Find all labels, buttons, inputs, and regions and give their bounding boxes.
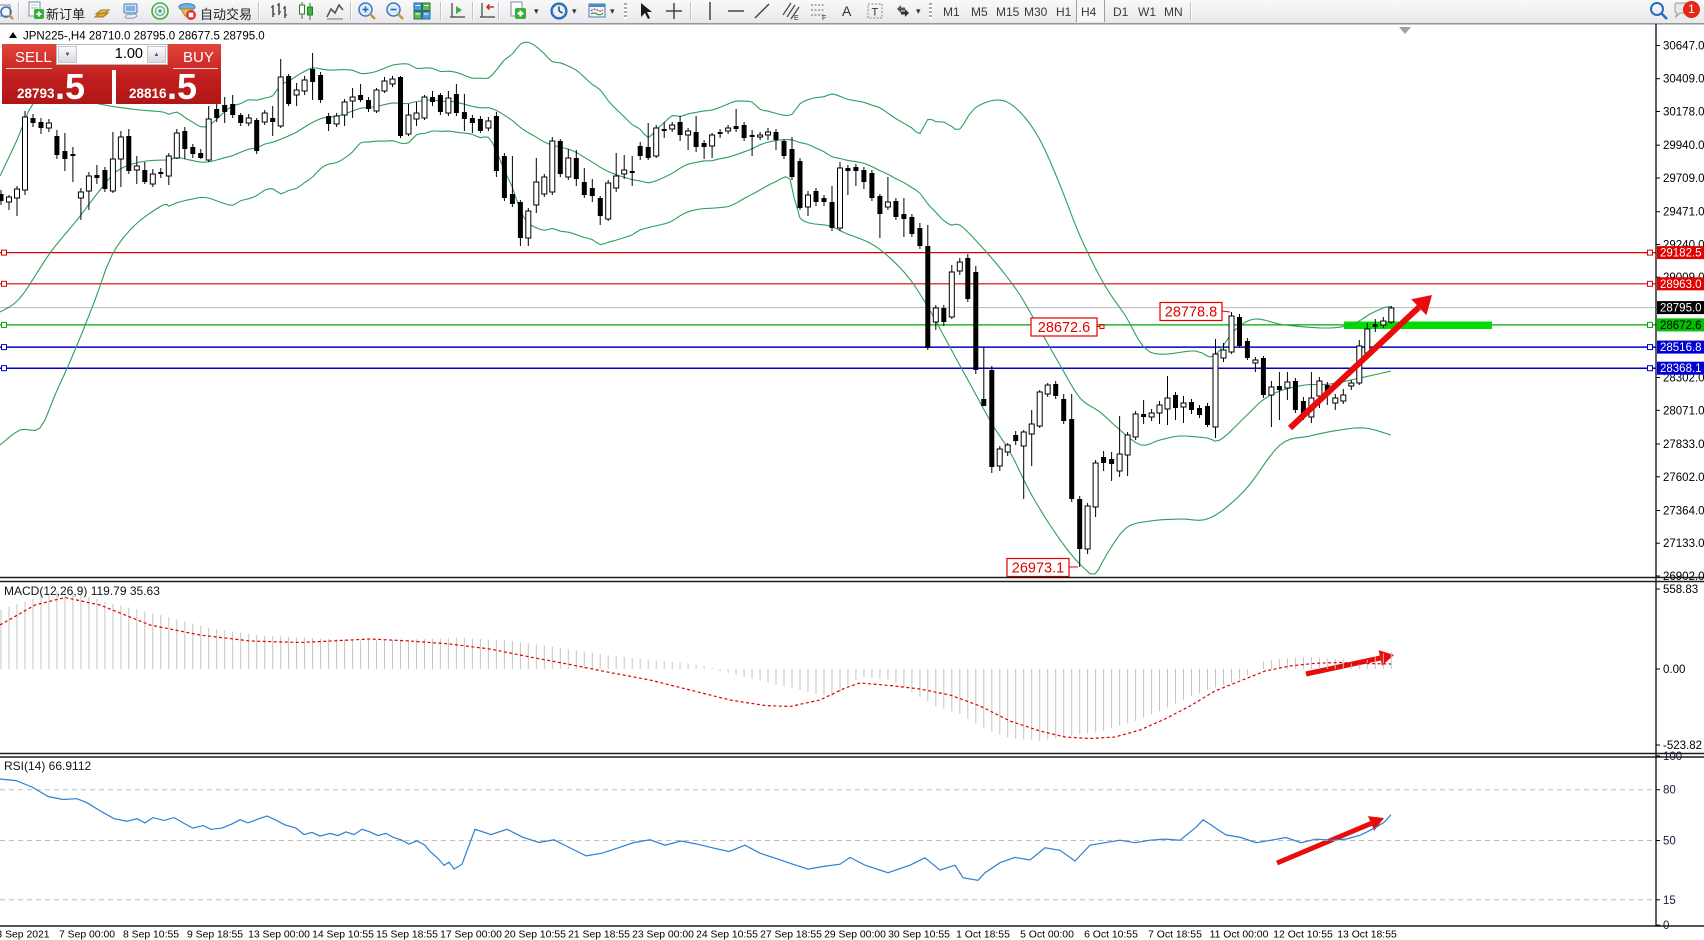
svg-text:27364.0: 27364.0 <box>1663 506 1704 518</box>
svg-text:29182.5: 29182.5 <box>1660 248 1702 260</box>
svg-text:T: T <box>872 7 879 19</box>
svg-text:14 Sep 10:55: 14 Sep 10:55 <box>312 930 374 940</box>
svg-text:80: 80 <box>1663 785 1676 797</box>
svg-text:50: 50 <box>1663 836 1676 848</box>
svg-text:28778.8: 28778.8 <box>1165 305 1217 321</box>
svg-text:F: F <box>822 15 826 21</box>
svg-text:21 Sep 18:55: 21 Sep 18:55 <box>568 930 630 940</box>
svg-text:-523.82: -523.82 <box>1663 740 1702 752</box>
svg-text:17 Sep 00:00: 17 Sep 00:00 <box>440 930 502 940</box>
svg-text:24 Sep 10:55: 24 Sep 10:55 <box>696 930 758 940</box>
svg-text:29709.0: 29709.0 <box>1663 173 1704 185</box>
svg-text:9 Sep 18:55: 9 Sep 18:55 <box>187 930 243 940</box>
svg-text:7 Sep 00:00: 7 Sep 00:00 <box>59 930 115 940</box>
svg-text:23 Sep 00:00: 23 Sep 00:00 <box>632 930 694 940</box>
svg-text:30647.0: 30647.0 <box>1663 41 1704 53</box>
svg-text:558.83: 558.83 <box>1663 584 1698 596</box>
svg-text:5 Oct 00:00: 5 Oct 00:00 <box>1020 930 1074 940</box>
svg-text:11 Oct 00:00: 11 Oct 00:00 <box>1210 930 1269 940</box>
svg-text:27 Sep 18:55: 27 Sep 18:55 <box>760 930 822 940</box>
svg-text:28795.0: 28795.0 <box>1660 303 1702 315</box>
svg-text:28302.0: 28302.0 <box>1663 373 1704 385</box>
svg-text:0: 0 <box>1663 920 1669 932</box>
svg-text:26902.0: 26902.0 <box>1663 571 1704 583</box>
svg-text:RSI(14) 66.9112: RSI(14) 66.9112 <box>4 759 91 773</box>
svg-text:28672.6: 28672.6 <box>1660 320 1702 332</box>
svg-text:15: 15 <box>1663 895 1676 907</box>
svg-text:27602.0: 27602.0 <box>1663 472 1704 484</box>
svg-text:29 Sep 00:00: 29 Sep 00:00 <box>824 930 886 940</box>
svg-text:29471.0: 29471.0 <box>1663 207 1704 219</box>
svg-text:13 Oct 18:55: 13 Oct 18:55 <box>1337 930 1397 940</box>
svg-text:12 Oct 10:55: 12 Oct 10:55 <box>1273 930 1333 940</box>
svg-text:30178.0: 30178.0 <box>1663 107 1704 119</box>
svg-text:3 Sep 2021: 3 Sep 2021 <box>0 930 50 940</box>
svg-text:7 Oct 18:55: 7 Oct 18:55 <box>1148 930 1202 940</box>
svg-text:13 Sep 00:00: 13 Sep 00:00 <box>248 930 310 940</box>
svg-text:28672.6: 28672.6 <box>1038 320 1090 336</box>
svg-text:JPN225-,H4 28710.0 28795.0 28: JPN225-,H4 28710.0 28795.0 28677.5 28795… <box>23 31 265 43</box>
svg-text:100: 100 <box>1663 751 1682 763</box>
svg-text:28071.0: 28071.0 <box>1663 405 1704 417</box>
svg-text:E: E <box>794 15 799 21</box>
svg-text:30 Sep 10:55: 30 Sep 10:55 <box>888 930 950 940</box>
svg-text:27833.0: 27833.0 <box>1663 439 1704 451</box>
svg-text:28963.0: 28963.0 <box>1660 279 1702 291</box>
svg-text:MACD(12,26,9) 119.79 35.63: MACD(12,26,9) 119.79 35.63 <box>4 584 160 598</box>
svg-text:28516.8: 28516.8 <box>1660 342 1702 354</box>
svg-text:8 Sep 10:55: 8 Sep 10:55 <box>123 930 179 940</box>
svg-text:28368.1: 28368.1 <box>1660 363 1702 375</box>
svg-text:20 Sep 10:55: 20 Sep 10:55 <box>504 930 566 940</box>
svg-text:0.00: 0.00 <box>1663 664 1685 676</box>
svg-text:26973.1: 26973.1 <box>1012 561 1064 577</box>
svg-text:29940.0: 29940.0 <box>1663 140 1704 152</box>
svg-text:1 Oct 18:55: 1 Oct 18:55 <box>956 930 1010 940</box>
svg-text:30409.0: 30409.0 <box>1663 74 1704 86</box>
svg-text:15 Sep 18:55: 15 Sep 18:55 <box>376 930 438 940</box>
svg-text:27133.0: 27133.0 <box>1663 538 1704 550</box>
svg-text:6 Oct 10:55: 6 Oct 10:55 <box>1084 930 1138 940</box>
